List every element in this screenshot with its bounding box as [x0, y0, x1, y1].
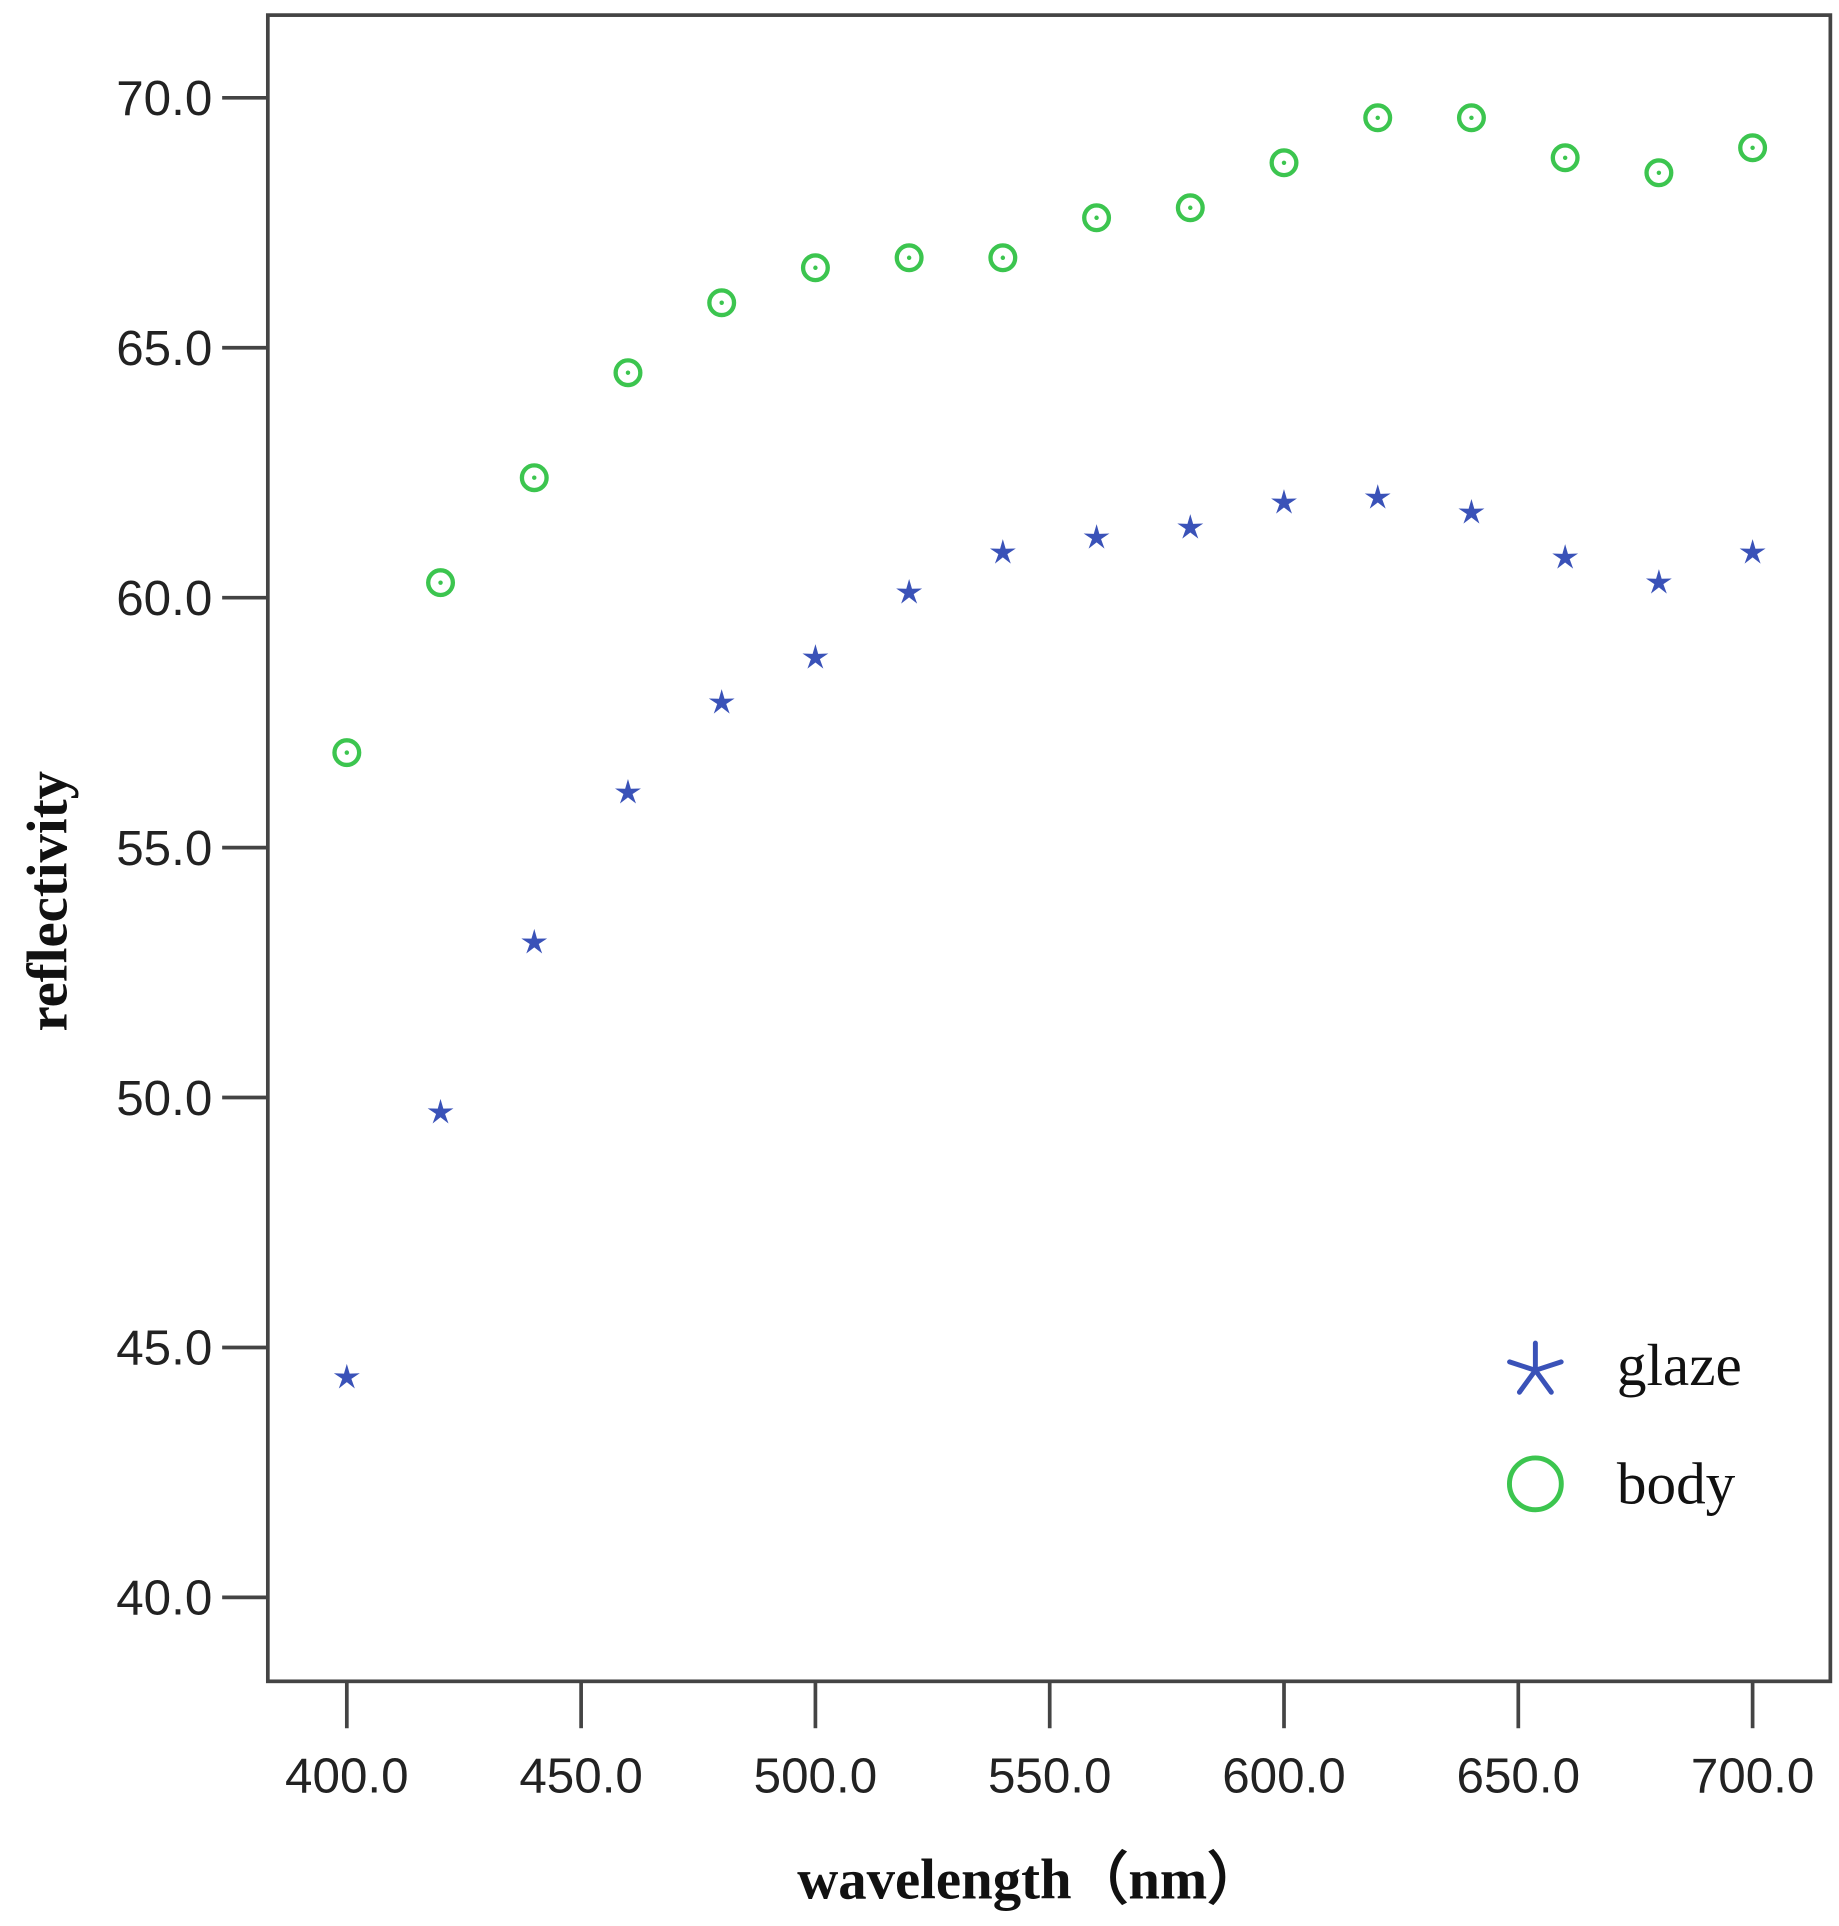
glaze-point — [521, 928, 548, 954]
body-point — [1456, 103, 1486, 133]
x-tick-label: 600.0 — [1222, 1748, 1346, 1803]
legend-star-ray — [1507, 1359, 1538, 1373]
body-point-center — [1469, 115, 1474, 121]
data-points — [332, 103, 1768, 1389]
body-point-center — [813, 265, 818, 270]
plot-frame — [265, 13, 1833, 1684]
body-point-center — [1000, 255, 1006, 260]
glaze-point — [1739, 539, 1766, 564]
glaze-point — [708, 689, 735, 714]
body-point — [519, 463, 549, 493]
glaze-point — [802, 644, 829, 669]
legend-star-ray — [1532, 1359, 1564, 1373]
glaze-point — [1458, 499, 1485, 524]
legend-glaze-marker — [1507, 1340, 1564, 1395]
body-point — [426, 568, 456, 598]
body-point-center — [438, 580, 443, 585]
glaze-point — [896, 579, 923, 604]
x-tick-label: 550.0 — [988, 1748, 1112, 1803]
y-tick-label: 55.0 — [116, 821, 212, 876]
glaze-point — [1271, 489, 1297, 514]
body-point — [800, 253, 830, 283]
body-point — [1738, 133, 1768, 163]
body-point-center — [1656, 170, 1662, 176]
glaze-point — [615, 778, 641, 804]
body-point-center — [344, 750, 350, 755]
glaze-point — [427, 1098, 454, 1124]
body-point-center — [1281, 160, 1287, 166]
x-tick-label: 400.0 — [285, 1748, 409, 1803]
body-point-center — [1562, 155, 1568, 161]
legend-star-ray — [1516, 1367, 1538, 1395]
body-point — [1175, 193, 1205, 223]
body-point — [894, 243, 924, 273]
body-point-center — [1094, 215, 1099, 220]
body-point — [1269, 148, 1299, 178]
x-tick-label: 500.0 — [754, 1748, 878, 1803]
y-axis: 40.0 45.0 50.0 55.0 60.0 65.0 70.0 — [116, 71, 268, 1626]
glaze-point — [1177, 514, 1204, 539]
glaze-point — [1364, 484, 1391, 509]
legend-star-ray — [1532, 1367, 1554, 1395]
body-point — [613, 358, 643, 388]
body-point — [332, 738, 362, 768]
y-tick-label: 45.0 — [116, 1321, 212, 1376]
y-tick-label: 40.0 — [116, 1571, 212, 1626]
body-point-center — [1188, 205, 1193, 210]
legend: glaze body — [1506, 1332, 1742, 1517]
body-point — [707, 288, 737, 318]
x-tick-label: 650.0 — [1457, 1748, 1581, 1803]
glaze-point — [333, 1363, 360, 1389]
x-tick-label: 700.0 — [1691, 1748, 1815, 1803]
glaze-point — [1083, 524, 1110, 549]
body-point-center — [532, 475, 537, 480]
body-point — [1363, 103, 1393, 133]
body-point — [1082, 203, 1112, 233]
body-point-center — [906, 255, 912, 260]
x-axis-label: wavelength（nm） — [797, 1849, 1264, 1912]
legend-glaze-label: glaze — [1617, 1332, 1742, 1398]
glaze-point — [1552, 544, 1579, 569]
y-tick-label: 70.0 — [116, 71, 212, 126]
x-tick-label: 450.0 — [519, 1748, 643, 1803]
legend-body-marker — [1506, 1455, 1564, 1513]
body-point — [988, 243, 1018, 273]
body-point-center — [719, 300, 724, 305]
y-axis-label: reflectivity — [17, 771, 80, 1032]
body-point — [1550, 143, 1580, 173]
x-axis: 400.0 450.0 500.0 550.0 600.0 650.0 700.0 — [285, 1681, 1814, 1803]
y-tick-label: 65.0 — [116, 321, 212, 376]
glaze-point — [1645, 569, 1672, 594]
y-tick-label: 50.0 — [116, 1071, 212, 1126]
body-point-center — [1375, 115, 1380, 121]
body-point — [1644, 158, 1674, 188]
body-point-center — [625, 370, 631, 375]
legend-body-label: body — [1617, 1451, 1736, 1517]
body-point-center — [1750, 145, 1755, 151]
glaze-point — [989, 539, 1016, 564]
y-tick-label: 60.0 — [116, 571, 212, 626]
